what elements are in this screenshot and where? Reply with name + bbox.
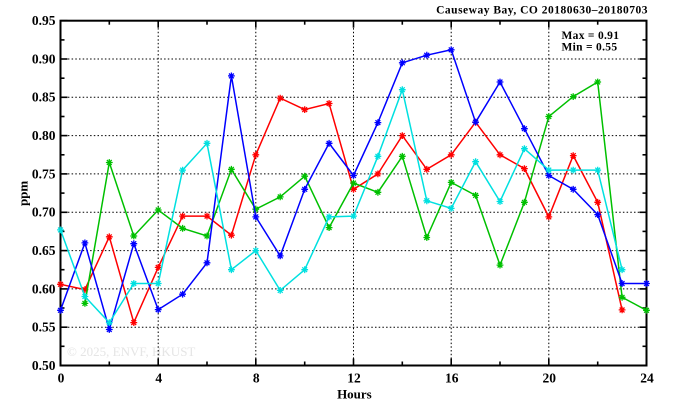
svg-text:0.90: 0.90 <box>32 51 56 66</box>
svg-text:0.75: 0.75 <box>32 166 56 181</box>
svg-text:0.55: 0.55 <box>32 320 56 335</box>
svg-text:Hours: Hours <box>337 387 372 402</box>
svg-text:24: 24 <box>640 371 654 386</box>
svg-text:0.80: 0.80 <box>32 128 56 143</box>
svg-text:0.70: 0.70 <box>32 205 56 220</box>
svg-text:16: 16 <box>445 371 459 386</box>
svg-text:12: 12 <box>347 371 361 386</box>
svg-text:Causeway Bay, CO 20180630–2018: Causeway Bay, CO 20180630–20180703 <box>436 5 648 17</box>
svg-text:0.85: 0.85 <box>32 90 56 105</box>
svg-text:Max = 0.91: Max = 0.91 <box>562 30 620 42</box>
svg-text:0: 0 <box>58 371 65 386</box>
svg-text:0.60: 0.60 <box>32 281 56 296</box>
svg-text:© 2025, ENVF, HKUST: © 2025, ENVF, HKUST <box>67 344 195 359</box>
svg-text:4: 4 <box>155 371 162 386</box>
svg-text:0.95: 0.95 <box>32 13 56 28</box>
svg-text:0.65: 0.65 <box>32 243 56 258</box>
svg-text:8: 8 <box>253 371 260 386</box>
svg-text:0.50: 0.50 <box>32 358 56 373</box>
svg-text:Min = 0.55: Min = 0.55 <box>562 41 618 53</box>
svg-text:ppm: ppm <box>16 181 31 206</box>
svg-text:20: 20 <box>543 371 557 386</box>
